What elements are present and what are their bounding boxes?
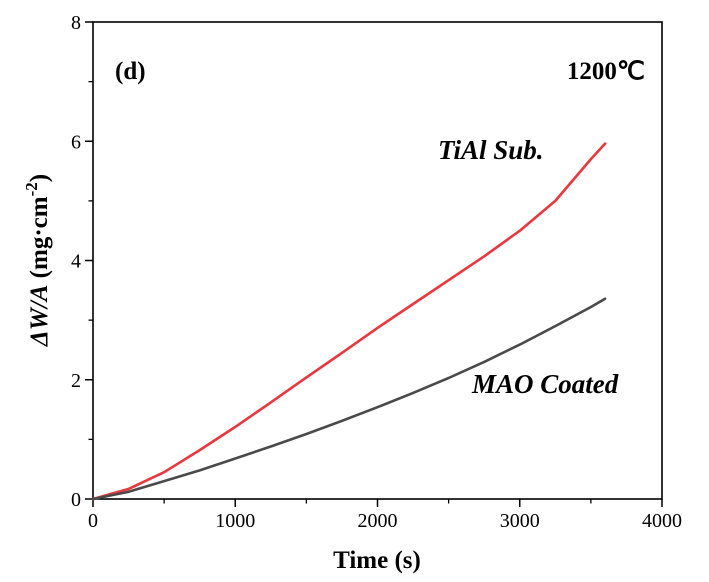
- temperature-label: 1200℃: [567, 58, 645, 85]
- y-axis-symbol: ΔW/A: [26, 285, 53, 348]
- x-axis-title: Time (s): [333, 547, 421, 574]
- axis-ticks: [85, 21, 663, 507]
- x-tick-label: 2000: [358, 510, 398, 532]
- y-tick-label: 6: [71, 131, 81, 153]
- series-line-1: [91, 297, 607, 501]
- series-layer: [91, 142, 607, 501]
- y-axis-title: ΔW/A (mg·cm-2): [22, 174, 53, 347]
- x-tick-label: 1000: [215, 510, 255, 532]
- x-tick-label: 4000: [642, 510, 682, 532]
- y-axis-unit-exp: -2: [22, 182, 41, 196]
- legend-mao-coated: MAO Coated: [471, 369, 619, 399]
- legend-tial-sub: TiAl Sub.: [438, 135, 544, 165]
- y-axis-unit-close: ): [26, 174, 53, 182]
- panel-label: (d): [115, 58, 146, 85]
- series-line-0: [91, 142, 607, 501]
- y-tick-label: 4: [71, 251, 81, 273]
- y-tick-label: 8: [71, 12, 81, 34]
- y-axis-unit-open: (mg·cm: [26, 196, 53, 284]
- x-tick-label: 0: [88, 510, 98, 532]
- y-tick-label: 2: [71, 370, 81, 392]
- y-tick-label: 0: [71, 489, 81, 511]
- plot-frame: [92, 21, 663, 500]
- tick-labels: 0 1000 2000 3000 4000 0 2 4 6 8: [71, 12, 682, 532]
- x-tick-label: 3000: [500, 510, 540, 532]
